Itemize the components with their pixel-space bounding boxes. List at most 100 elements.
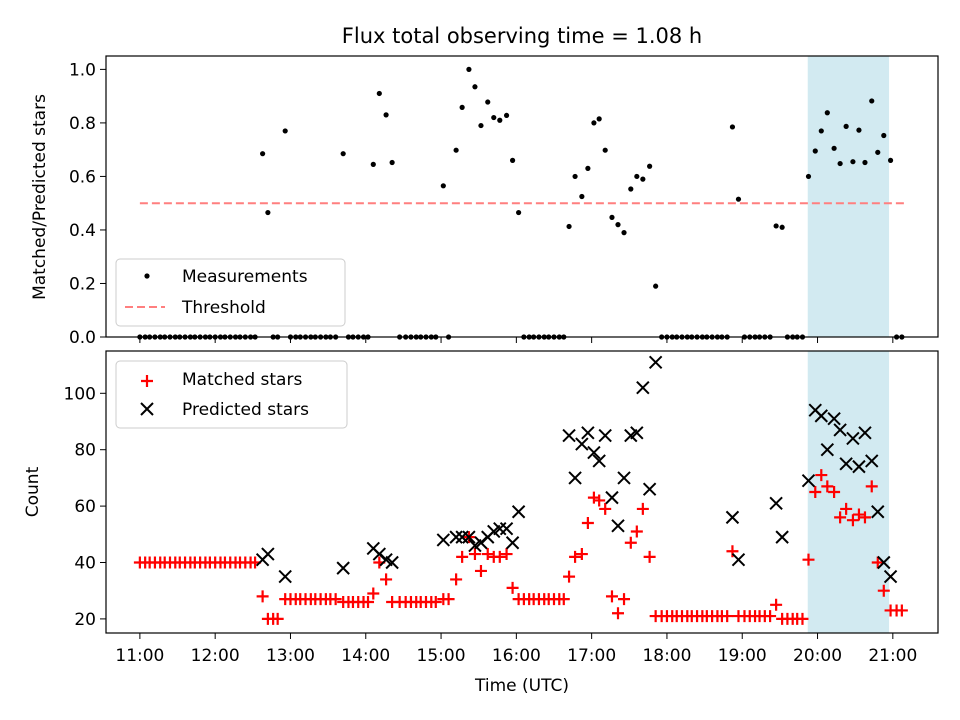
measurement-point [779,224,785,230]
x-axis-label: Time (UTC) [474,676,569,696]
counts-marks [133,355,908,625]
measurement-point [572,173,578,180]
matched-star-point [581,517,594,530]
matched-star-point [256,590,269,603]
predicted-star-point [820,442,835,457]
matched-star-point [493,550,506,563]
predicted-star-point [575,437,589,451]
predicted-star-point [617,471,631,485]
y-tick-label: 60 [74,497,96,517]
measurement-point [585,165,591,171]
measurement-point [843,123,849,129]
predicted-star-point [814,409,829,423]
counts-x-axis: 11:00 12:00 13:00 14:00 15:00 16:00 17:00 18:00… [115,633,917,666]
measurement-point [516,209,522,216]
measurement-point [591,120,597,126]
measurement-point [831,145,837,151]
matched-star-point [643,550,656,563]
predicted-star-point [562,428,576,443]
ratio-frame [105,55,939,338]
matched-star-point [506,581,519,594]
predicted-star-point [605,490,619,505]
predicted-star-point [505,536,520,550]
matched-star-point [587,491,600,504]
predicted-star-point [642,482,657,496]
measurement-point [340,151,346,157]
predicted-star-point [858,426,872,440]
measurement-point [453,147,459,153]
matched-star-point [852,508,865,521]
matched-star-point [599,502,612,515]
matched-star-point [468,548,481,561]
measurement-point [628,186,634,192]
legend-predicted-marker [140,402,154,416]
matched-star-point [362,595,375,608]
measurement-point [615,222,621,228]
counts-highlight-band [807,351,890,633]
matched-star-point [557,593,570,606]
measurement-point [459,104,465,110]
x-tick-label: 17:00 [567,646,616,666]
measurement-point [640,176,646,182]
matched-star-point [834,511,847,524]
predicted-star-point [852,459,866,474]
chart-title: Flux total observing time = 1.08 h [342,24,702,48]
measurement-point [472,84,478,90]
matched-star-point [815,469,828,482]
matched-star-point [481,548,494,561]
measurement-point [485,99,491,105]
measurement-point [503,112,510,119]
measurement-point [621,230,627,236]
predicted-star-point [801,474,816,488]
matched-star-point [593,494,606,507]
y-tick-label: 0.8 [69,114,96,134]
x-tick-label: 11:00 [115,646,164,666]
y-tick-label: 100 [64,384,96,404]
matched-star-point [367,587,380,600]
measurement-point [440,183,446,189]
matched-star-point [380,573,393,586]
panel-counts: 20 40 60 80 100 11:00 12:00 13:00 14:00 15:00 16:… [23,350,939,696]
predicted-star-point [592,454,606,468]
measurement-point [579,193,585,200]
matched-star-point [500,548,513,561]
measurement-point [509,157,516,163]
x-tick-label: 20:00 [793,646,842,666]
predicted-star-point [587,445,601,460]
counts-y-label: Count [23,466,43,517]
matched-star-point [871,556,884,569]
matched-star-point [636,502,649,515]
matched-star-point [450,573,463,586]
matched-star-point [563,570,576,583]
measurement-point [260,151,266,157]
measurement-point [818,128,824,134]
counts-legend: Matched stars Predicted stars [115,360,348,429]
counts-y-axis: 20 40 60 80 100 [64,384,106,630]
measurement-point [869,98,875,104]
ratio-legend-box [115,258,346,327]
ratio-x-ticks [139,337,894,343]
predicted-star-point [731,552,746,567]
x-tick-label: 18:00 [642,646,691,666]
matched-star-point [726,545,739,558]
x-tick-label: 15:00 [417,646,466,666]
measurement-point [602,147,608,153]
predicted-star-point [883,569,898,584]
measurement-point [634,173,640,180]
measurement-point [596,116,602,122]
measurement-point [491,114,497,121]
measurement-point [647,163,653,169]
matched-star-point [329,593,342,606]
predicted-star-point [871,505,885,519]
predicted-star-point [846,431,860,446]
predicted-star-point [775,530,789,544]
matched-star-point [809,486,822,498]
predicted-star-point [499,521,514,536]
legend-matched-marker [141,375,153,387]
matched-star-point [575,548,588,561]
predicted-star-point [336,561,350,575]
measurement-point [389,159,395,166]
matched-star-point [895,604,908,617]
matched-star-point [764,610,777,623]
